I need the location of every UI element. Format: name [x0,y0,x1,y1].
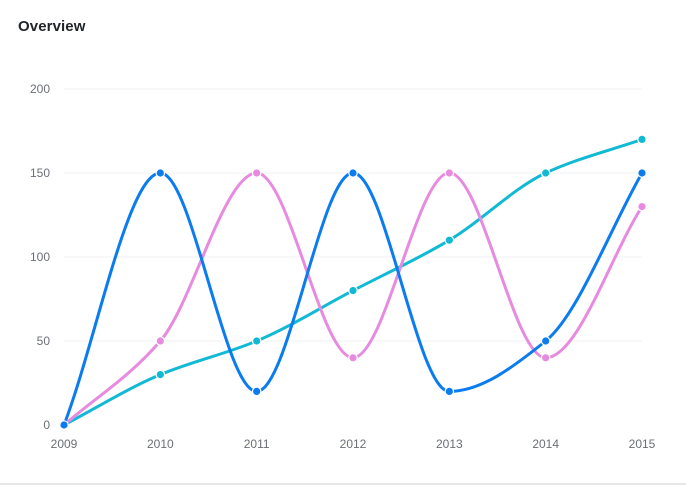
x-tick-label: 2012 [340,437,367,451]
x-tick-label: 2015 [629,437,656,451]
x-tick-label: 2009 [51,437,78,451]
data-point [444,168,455,178]
grid [64,88,642,342]
data-point [155,369,166,380]
y-tick-label: 0 [43,418,50,432]
series-layer [59,134,647,430]
x-tick-label: 2011 [244,437,270,451]
series-3 [59,134,647,430]
data-point [444,235,455,245]
series-2 [59,168,647,430]
data-point [444,386,455,397]
data-point [540,168,551,178]
chart-title: Overview [18,18,86,35]
x-axis: 2009 2010 2011 2012 2013 2014 2015 [51,437,656,451]
data-point [540,336,551,346]
data-point [155,168,166,178]
y-tick-label: 50 [37,334,51,348]
y-axis: 0 50 100 150 200 [30,82,50,432]
series-line [62,137,644,427]
x-tick-label: 2013 [436,437,463,451]
data-point [348,352,358,363]
data-point [637,201,647,212]
y-tick-label: 100 [30,250,50,264]
data-point [540,352,551,363]
data-point [59,420,69,430]
data-point [348,285,358,296]
y-tick-label: 200 [30,82,50,96]
x-tick-label: 2010 [147,437,174,451]
data-point [251,336,262,346]
y-tick-label: 150 [30,166,50,180]
divider [0,483,686,485]
data-point [251,386,262,397]
data-point [637,168,647,178]
series-line [62,171,644,427]
data-point [348,168,358,178]
data-point [155,336,166,346]
series-line [62,171,644,427]
data-point [637,134,647,145]
data-point [251,168,262,178]
x-tick-label: 2014 [532,437,559,451]
series-1 [59,168,647,430]
